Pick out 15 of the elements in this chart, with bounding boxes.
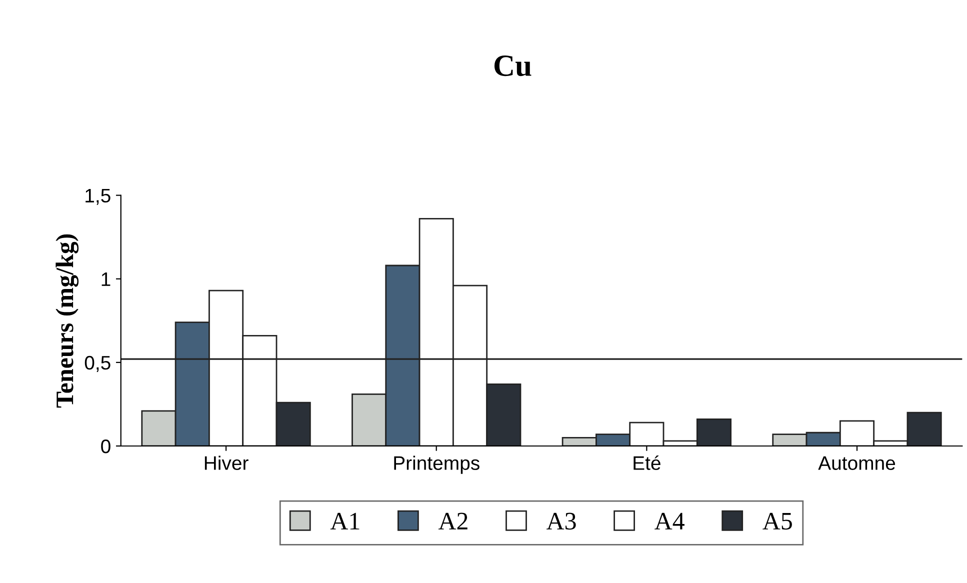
x-tick-label: Hiver — [204, 456, 248, 470]
y-tick-label: 1 — [102, 272, 110, 286]
legend-label: A5 — [762, 512, 792, 530]
legend-label: A2 — [438, 512, 468, 530]
legend-label: A3 — [546, 512, 576, 530]
x-tick-label: Automne — [818, 456, 896, 470]
y-axis-title: Teneurs (mg/kg) — [56, 234, 79, 408]
x-tick-label: Printemps — [394, 456, 480, 474]
y-tick-label: 1,5 — [86, 188, 110, 205]
chart-title: Cu — [494, 56, 532, 76]
y-tick-label: 0,5 — [84, 356, 110, 372]
y-tick-label: 0 — [101, 439, 110, 454]
legend-label: A4 — [654, 512, 684, 530]
x-tick-label: Eté — [634, 455, 660, 470]
legend-label: A1 — [330, 512, 360, 530]
